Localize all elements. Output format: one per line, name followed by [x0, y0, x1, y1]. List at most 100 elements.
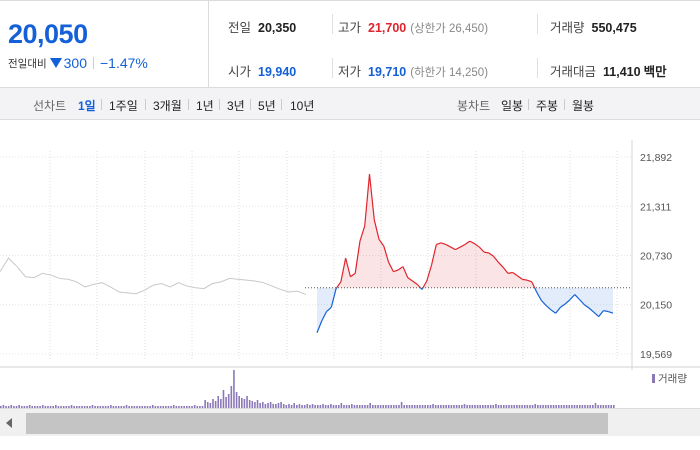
below-reference-fill [603, 287, 609, 312]
tab-3y[interactable]: 3년 [227, 99, 245, 113]
volume-bar [34, 406, 36, 408]
volume-bar [81, 406, 83, 408]
volume-bar [584, 405, 586, 408]
divider [219, 99, 220, 110]
up-segment [459, 243, 466, 248]
above-reference-fill [436, 242, 442, 288]
below-reference-fill [326, 287, 332, 312]
volume-bar [175, 406, 178, 408]
divider [528, 99, 529, 110]
volume-bar [369, 403, 371, 408]
volume-bar [495, 404, 497, 408]
volume-bar [358, 405, 361, 408]
volume-bar [157, 406, 159, 408]
volume-bar [65, 406, 68, 408]
chart-scrollbar[interactable] [0, 408, 700, 436]
volume-bar [230, 386, 233, 408]
volume-bar [411, 405, 413, 408]
tab-5y[interactable]: 5년 [258, 99, 276, 113]
volume-bar [306, 404, 309, 408]
volume-bar [605, 405, 607, 408]
above-reference-fill [445, 244, 451, 288]
down-segment [603, 310, 609, 313]
previous-day-series [0, 257, 307, 296]
volume-bar [296, 405, 298, 408]
above-reference-fill [431, 244, 437, 288]
volume-bar [128, 406, 130, 408]
volume-bar [610, 405, 612, 408]
volume-bar [285, 405, 288, 408]
tab-1y[interactable]: 1년 [196, 99, 214, 113]
volume-bar [75, 406, 78, 408]
volume-bar [366, 405, 369, 408]
tab-monthly-candle[interactable]: 월봉 [572, 99, 595, 113]
volume-bar [544, 405, 547, 408]
y-tick-label: 20,730 [640, 251, 672, 263]
down-segment [536, 291, 542, 301]
volume-bar [597, 405, 599, 408]
tab-1d[interactable]: 1일 [78, 99, 96, 113]
volume-bar [371, 405, 374, 408]
divider [101, 99, 102, 110]
scroll-left-arrow-icon[interactable] [6, 418, 12, 428]
volume-bar [159, 406, 162, 408]
up-segment [402, 266, 409, 278]
volume-bar [172, 405, 175, 408]
volume-bar [471, 405, 474, 408]
trade-value-stat: 거래대금 11,410 백만 [550, 61, 667, 80]
candle-chart-label: 봉차트 [457, 99, 491, 113]
volume-bar [523, 405, 526, 408]
volume-bar [434, 405, 437, 408]
tab-3m[interactable]: 3개월 [153, 99, 182, 113]
down-segment [321, 311, 328, 322]
open-stat: 시가 19,940 [228, 61, 296, 80]
volume-bar [314, 405, 316, 408]
tab-weekly-candle[interactable]: 주봉 [536, 99, 559, 113]
volume-bar [319, 405, 322, 408]
tab-daily-candle[interactable]: 일봉 [501, 99, 524, 113]
above-reference-fill [345, 258, 351, 288]
up-segment [502, 267, 509, 274]
below-reference-fill [317, 287, 322, 333]
above-reference-fill [350, 273, 356, 288]
volume-bar [104, 406, 107, 408]
tab-1w[interactable]: 1주일 [109, 99, 138, 113]
above-reference-fill [484, 252, 489, 288]
up-segment [407, 277, 413, 282]
above-reference-fill [522, 279, 528, 288]
up-segment [388, 262, 394, 272]
volume-bar [290, 405, 293, 408]
scrollbar-thumb[interactable] [26, 413, 608, 434]
prev-close-value: 20,350 [258, 21, 297, 35]
volume-bar [86, 406, 89, 408]
change-rate: −1.47% [100, 55, 148, 71]
volume-bar [13, 406, 15, 408]
current-price: 20,050 [8, 19, 88, 49]
up-segment [373, 219, 380, 240]
volume-bar [191, 406, 193, 408]
volume-bar [345, 405, 348, 408]
volume-bar [408, 405, 411, 408]
volume-bar [70, 405, 73, 408]
volume-bar [406, 405, 408, 408]
down-segment [330, 288, 337, 308]
volume-bar [15, 406, 18, 408]
trade-value-label: 거래대금 [550, 65, 597, 79]
volume-bar [453, 405, 455, 408]
volume-bar [327, 405, 330, 408]
up-segment [493, 256, 499, 263]
volume-bar [547, 405, 550, 408]
volume-bar [141, 406, 144, 408]
volume-bar [586, 405, 589, 408]
volume-legend-label: 거래량 [658, 373, 687, 385]
up-segment [478, 246, 485, 253]
down-segment [540, 300, 547, 306]
up-segment [440, 242, 447, 246]
down-segment [545, 305, 552, 311]
chart-period-tabs: 선차트 1일 1주일 3개월 1년 3년 5년 10년 봉차트 일봉 주봉 월봉 [0, 88, 700, 120]
tab-10y[interactable]: 10년 [290, 99, 315, 113]
volume-bar [468, 405, 471, 408]
volume-bar [607, 405, 610, 408]
volume-bar [204, 400, 206, 408]
volume-bar [23, 406, 26, 408]
